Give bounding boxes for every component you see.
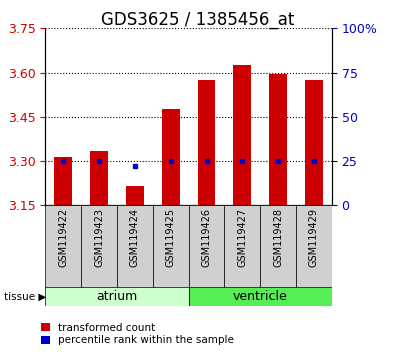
Text: GSM119424: GSM119424 xyxy=(130,208,140,267)
Text: GSM119423: GSM119423 xyxy=(94,208,104,267)
Bar xyxy=(117,205,153,289)
Bar xyxy=(162,109,180,205)
Text: GSM119428: GSM119428 xyxy=(273,208,283,267)
Bar xyxy=(45,205,81,289)
Bar xyxy=(269,74,287,205)
Text: GSM119422: GSM119422 xyxy=(58,208,68,267)
Bar xyxy=(189,205,224,289)
Bar xyxy=(260,205,296,289)
Bar xyxy=(126,186,144,205)
Bar xyxy=(224,205,260,289)
Text: GSM119427: GSM119427 xyxy=(237,208,247,267)
Bar xyxy=(305,80,323,205)
Text: GSM119425: GSM119425 xyxy=(166,208,176,267)
Text: ventricle: ventricle xyxy=(233,290,288,303)
Bar xyxy=(233,65,251,205)
Bar xyxy=(153,205,189,289)
Bar xyxy=(90,151,108,205)
Bar xyxy=(198,80,215,205)
Text: GSM119429: GSM119429 xyxy=(309,208,319,267)
Bar xyxy=(55,156,72,205)
Text: GSM119426: GSM119426 xyxy=(201,208,211,267)
Bar xyxy=(81,205,117,289)
Legend: transformed count, percentile rank within the sample: transformed count, percentile rank withi… xyxy=(41,322,234,345)
Bar xyxy=(189,287,332,306)
Bar xyxy=(45,287,189,306)
Text: GDS3625 / 1385456_at: GDS3625 / 1385456_at xyxy=(101,11,294,29)
Text: tissue ▶: tissue ▶ xyxy=(4,291,46,302)
Text: atrium: atrium xyxy=(96,290,137,303)
Bar xyxy=(296,205,332,289)
